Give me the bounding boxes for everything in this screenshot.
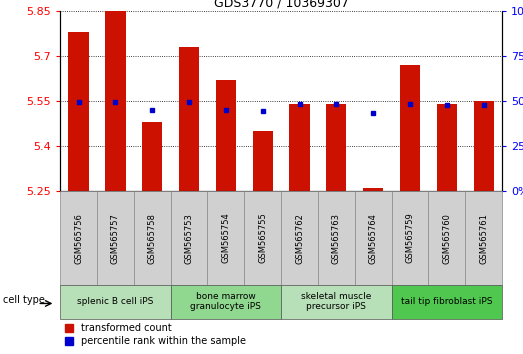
Title: GDS3770 / 10369307: GDS3770 / 10369307 xyxy=(214,0,348,10)
Bar xyxy=(134,191,170,285)
Bar xyxy=(69,32,89,191)
Bar xyxy=(473,101,494,191)
Bar xyxy=(208,191,244,285)
Legend: transformed count, percentile rank within the sample: transformed count, percentile rank withi… xyxy=(65,324,246,346)
Text: skeletal muscle
precursor iPS: skeletal muscle precursor iPS xyxy=(301,292,371,312)
Text: GSM565759: GSM565759 xyxy=(405,213,415,263)
Text: GSM565754: GSM565754 xyxy=(221,213,230,263)
Bar xyxy=(400,65,420,191)
Text: cell type: cell type xyxy=(3,295,45,305)
Bar xyxy=(355,191,392,285)
Text: GSM565760: GSM565760 xyxy=(442,213,451,263)
Bar xyxy=(428,191,465,285)
Bar xyxy=(281,191,318,285)
Text: GSM565761: GSM565761 xyxy=(479,213,488,263)
Bar xyxy=(179,47,199,191)
Text: GSM565762: GSM565762 xyxy=(295,213,304,263)
Bar xyxy=(216,80,236,191)
Text: GSM565753: GSM565753 xyxy=(185,213,194,263)
Bar xyxy=(392,191,428,285)
Text: bone marrow
granulocyte iPS: bone marrow granulocyte iPS xyxy=(190,292,262,312)
Bar xyxy=(170,191,208,285)
Bar xyxy=(97,191,134,285)
Text: splenic B cell iPS: splenic B cell iPS xyxy=(77,297,154,306)
Bar xyxy=(363,188,383,191)
Text: GSM565757: GSM565757 xyxy=(111,213,120,263)
Text: GSM565758: GSM565758 xyxy=(147,213,157,263)
Text: GSM565764: GSM565764 xyxy=(369,213,378,263)
Bar xyxy=(60,285,170,319)
Bar xyxy=(326,104,346,191)
Bar xyxy=(318,191,355,285)
Bar xyxy=(289,104,310,191)
Bar xyxy=(253,131,273,191)
Bar xyxy=(105,11,126,191)
Text: tail tip fibroblast iPS: tail tip fibroblast iPS xyxy=(401,297,493,306)
Text: GSM565756: GSM565756 xyxy=(74,213,83,263)
Bar xyxy=(437,104,457,191)
Text: GSM565763: GSM565763 xyxy=(332,212,341,264)
Bar xyxy=(142,122,162,191)
Bar xyxy=(60,191,97,285)
Bar xyxy=(244,191,281,285)
Bar xyxy=(170,285,281,319)
Bar xyxy=(281,285,392,319)
Bar xyxy=(465,191,502,285)
Bar xyxy=(392,285,502,319)
Text: GSM565755: GSM565755 xyxy=(258,213,267,263)
